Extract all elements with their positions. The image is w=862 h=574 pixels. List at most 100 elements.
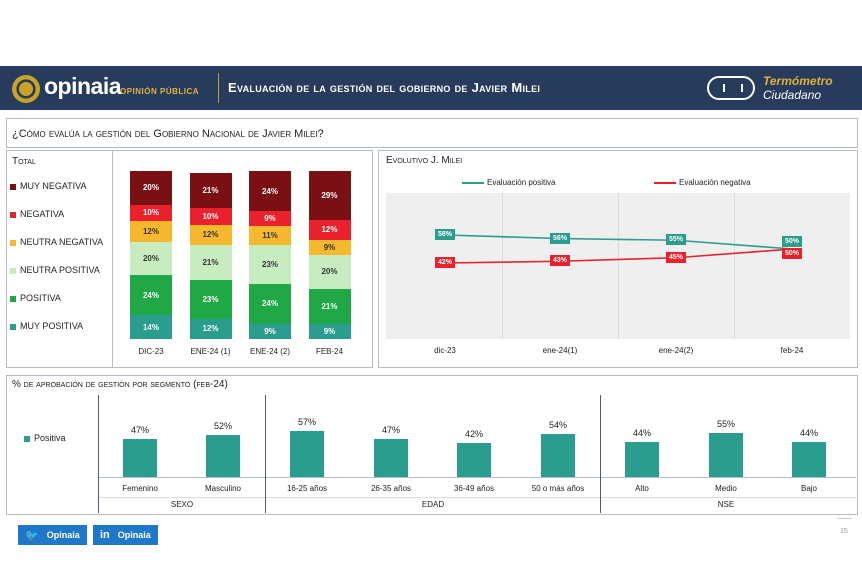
segment-value-label: 47%: [381, 425, 400, 436]
segment-category-label: 16-25 años: [286, 484, 328, 493]
legend-item: MUY POSITIVA: [10, 321, 83, 333]
stacked-segment: 21%: [308, 288, 351, 324]
stacked-segment: 21%: [189, 244, 232, 281]
stacked-segment: 24%: [130, 275, 172, 316]
twitter-icon: 🐦: [25, 529, 39, 542]
segment-group-label: SEXO: [170, 500, 194, 509]
legend-item: MUY NEGATIVA: [10, 181, 87, 193]
segment-value-label: 57%: [297, 417, 316, 428]
segment-axis: [98, 477, 856, 478]
stacked-segment: 12%: [308, 219, 351, 240]
segment-group-label: EDAD: [421, 500, 445, 509]
twitter-button[interactable]: 🐦 Opinaia: [18, 525, 87, 545]
segment-group-line: [98, 497, 856, 498]
legend-swatch: [10, 211, 16, 218]
stacked-segment: 20%: [308, 255, 351, 289]
legend-swatch: [10, 323, 16, 330]
segment-legend: Positiva: [24, 433, 66, 443]
logo-text: opinaia: [44, 73, 122, 99]
stacked-segment: 12%: [189, 318, 232, 339]
segment-value-label: 55%: [716, 419, 735, 429]
segment-group-label: NSE: [717, 500, 735, 509]
question-text: ¿Cómo evalúa la gestión del Gobierno Nac…: [12, 128, 324, 140]
legend-divider: [112, 150, 113, 368]
negative-line: [444, 248, 793, 264]
stacked-category-label: DIC-23: [138, 347, 164, 356]
x-tick-label: ene-24(1): [542, 346, 578, 355]
stacked-segment: 23%: [249, 244, 291, 284]
segment-bar: [625, 441, 659, 477]
line-chart-title: Evolutivo J. Milei: [386, 155, 463, 166]
segment-bar: [541, 433, 575, 477]
linkedin-button[interactable]: in Opinaia: [93, 525, 158, 545]
segment-separator: [98, 395, 99, 513]
segment-value-label: 47%: [130, 425, 149, 436]
legend-label: NEUTRA POSITIVA: [20, 265, 100, 275]
twitter-label: Opinaia: [46, 530, 80, 540]
grid-line: [502, 193, 503, 339]
legend-item: NEUTRA NEGATIVA: [10, 237, 103, 249]
stacked-segment: 24%: [249, 283, 291, 324]
segment-category-label: Alto: [635, 484, 649, 493]
legend-swatch: [10, 239, 16, 246]
header-divider: [218, 73, 219, 103]
segment-chart-panel: [6, 375, 858, 515]
segment-value-label: 52%: [213, 421, 232, 432]
stacked-segment: 9%: [308, 323, 351, 339]
legend-label: NEUTRA NEGATIVA: [20, 237, 104, 247]
grid-line: [618, 193, 619, 339]
stacked-segment: 9%: [249, 211, 291, 227]
linkedin-label: Opinaia: [117, 530, 151, 540]
data-label: 56%: [550, 232, 571, 244]
segment-category-label: 26-35 años: [370, 484, 412, 493]
legend-item: NEUTRA POSITIVA: [10, 265, 100, 277]
segment-separator: [600, 395, 601, 513]
segment-category-label: Bajo: [800, 484, 817, 493]
question-box: [6, 118, 858, 148]
stacked-category-label: FEB-24: [315, 347, 344, 356]
thermometer-subtitle: Ciudadano: [763, 88, 822, 102]
legend-label: MUY POSITIVA: [20, 321, 84, 331]
stacked-category-label: ENE-24 (1): [190, 347, 231, 356]
data-label: 45%: [666, 251, 687, 263]
page-number: 15: [840, 528, 848, 535]
legend-swatch: [10, 183, 16, 190]
page-title: Evaluación de la gestión del gobierno de…: [228, 80, 541, 95]
segment-category-label: Medio: [715, 484, 737, 493]
stacked-segment: 9%: [249, 323, 291, 339]
segment-chart-title: % de aprobación de gestión por segmento …: [12, 379, 228, 390]
stacked-segment: 20%: [130, 241, 172, 276]
segment-bar: [290, 431, 324, 477]
stacked-segment: 10%: [130, 204, 172, 222]
data-label: 43%: [550, 255, 571, 267]
stacked-segment: 12%: [189, 224, 232, 245]
segment-bar: [123, 439, 157, 477]
stacked-chart-title: Total: [12, 156, 36, 167]
grid-line: [734, 193, 735, 339]
stacked-chart-panel: [6, 150, 373, 368]
x-tick-label: ene-24(2): [658, 346, 694, 355]
legend-negative: Evaluación negativa: [654, 178, 751, 187]
segment-value-label: 44%: [799, 427, 818, 438]
segment-bar: [206, 435, 240, 477]
data-label: 42%: [435, 257, 456, 268]
stacked-segment: 23%: [189, 280, 232, 319]
stacked-segment: 9%: [308, 239, 351, 255]
x-tick-label: dic-23: [434, 346, 456, 355]
stacked-segment: 20%: [130, 171, 172, 205]
segment-category-label: Femenino: [122, 484, 158, 493]
segment-legend-label: Positiva: [34, 433, 66, 443]
legend-swatch: [10, 267, 16, 274]
opinaia-logo-icon: [12, 75, 40, 103]
segment-bar: [709, 433, 743, 477]
stacked-segment: 21%: [189, 172, 232, 208]
legend-item: POSITIVA: [10, 293, 61, 305]
x-tick-label: feb-24: [780, 346, 804, 355]
data-label: 50%: [782, 236, 803, 247]
stacked-category-label: ENE-24 (2): [249, 347, 290, 356]
segment-bar: [792, 441, 826, 477]
segment-category-label: Masculino: [204, 484, 241, 493]
legend-item: NEGATIVA: [10, 209, 64, 221]
segment-bar: [457, 443, 491, 477]
